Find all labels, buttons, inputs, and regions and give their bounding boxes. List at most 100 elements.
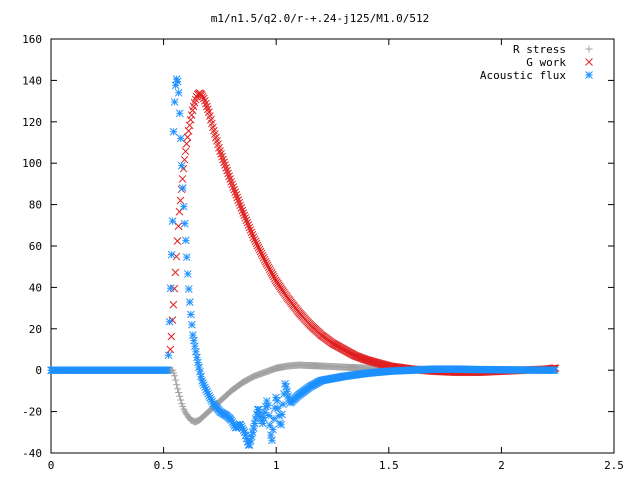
data-point <box>172 376 180 384</box>
data-point <box>268 436 276 445</box>
data-point <box>219 155 227 164</box>
data-point <box>277 420 285 429</box>
data-point <box>221 161 229 169</box>
y-tick-label: 120 <box>22 116 42 129</box>
data-point <box>175 109 184 118</box>
data-point <box>269 272 278 281</box>
data-point <box>197 372 205 381</box>
data-point <box>270 414 278 423</box>
data-point <box>265 265 274 274</box>
y-tick-label: 140 <box>22 74 42 87</box>
data-point <box>226 175 235 183</box>
y-tick-label: 100 <box>22 157 42 170</box>
data-point <box>231 188 240 197</box>
series-1 <box>166 89 560 377</box>
data-point <box>254 243 263 252</box>
data-point <box>183 270 192 278</box>
x-tick-label: 1.5 <box>379 459 399 472</box>
data-point <box>199 94 208 103</box>
data-point <box>247 228 256 237</box>
data-point <box>232 191 241 199</box>
data-point <box>266 267 275 275</box>
x-tick-label: 2.5 <box>604 459 624 472</box>
data-point <box>253 241 262 250</box>
data-point <box>250 235 259 244</box>
data-point <box>251 237 260 246</box>
data-point <box>249 424 258 433</box>
data-point <box>201 99 210 108</box>
data-point <box>550 366 559 375</box>
data-point <box>167 250 176 259</box>
data-point <box>243 218 252 227</box>
data-point <box>230 185 239 194</box>
data-point <box>181 147 190 156</box>
data-point <box>197 90 206 99</box>
data-point <box>270 274 279 283</box>
data-point <box>236 201 245 210</box>
data-point <box>241 213 250 222</box>
data-point <box>176 134 185 143</box>
data-point <box>180 219 189 228</box>
y-tick-label: 60 <box>29 240 42 253</box>
data-point <box>244 221 253 229</box>
data-point <box>167 332 176 341</box>
data-point <box>171 372 179 380</box>
y-tick-label: 20 <box>29 323 42 336</box>
y-tick-label: 80 <box>29 199 42 212</box>
data-point <box>174 222 183 230</box>
data-point <box>196 367 204 376</box>
data-point <box>250 419 259 428</box>
data-point <box>257 249 266 258</box>
data-point <box>267 269 276 277</box>
data-point <box>242 216 251 225</box>
data-point <box>186 310 195 319</box>
data-point <box>245 223 254 232</box>
data-point <box>202 102 211 111</box>
data-point <box>185 298 194 306</box>
data-point <box>265 411 273 420</box>
data-point <box>174 385 182 393</box>
data-point <box>274 404 282 413</box>
data-point <box>264 401 272 410</box>
data-point <box>189 331 197 339</box>
data-point <box>279 400 287 409</box>
data-point <box>225 172 233 181</box>
data-point <box>173 237 182 245</box>
data-point <box>223 166 231 175</box>
data-point <box>178 184 187 192</box>
data-point <box>181 236 190 245</box>
data-point <box>193 353 201 362</box>
data-point <box>166 284 175 293</box>
data-point <box>182 253 191 262</box>
data-point <box>228 180 237 189</box>
data-point <box>220 158 228 167</box>
data-point <box>166 345 175 354</box>
data-point <box>262 259 271 268</box>
data-point <box>252 239 261 248</box>
data-point <box>222 164 230 172</box>
legend-label: G work <box>526 56 566 69</box>
data-point <box>256 247 265 256</box>
data-point <box>259 253 268 262</box>
data-point <box>283 387 291 396</box>
legend-label: Acoustic flux <box>480 69 566 82</box>
data-point <box>188 320 196 329</box>
y-tick-label: 160 <box>22 33 42 46</box>
legend-label: R stress <box>513 43 566 56</box>
data-point <box>176 196 185 205</box>
data-point <box>163 366 172 375</box>
data-point <box>173 77 182 86</box>
data-point <box>264 263 273 272</box>
data-point <box>164 351 173 360</box>
data-point <box>255 245 264 254</box>
data-point <box>240 211 249 220</box>
data-point <box>186 115 195 124</box>
data-point <box>251 414 260 423</box>
data-point <box>224 169 232 178</box>
axis-ticks: 0 0.5 1 1.5 2 2.5 -40 -20 0 20 40 60 80 100 120 140 160 <box>22 33 624 472</box>
y-tick-label: 0 <box>35 364 42 377</box>
x-tick-label: 0.5 <box>154 459 174 472</box>
data-point <box>177 161 186 170</box>
